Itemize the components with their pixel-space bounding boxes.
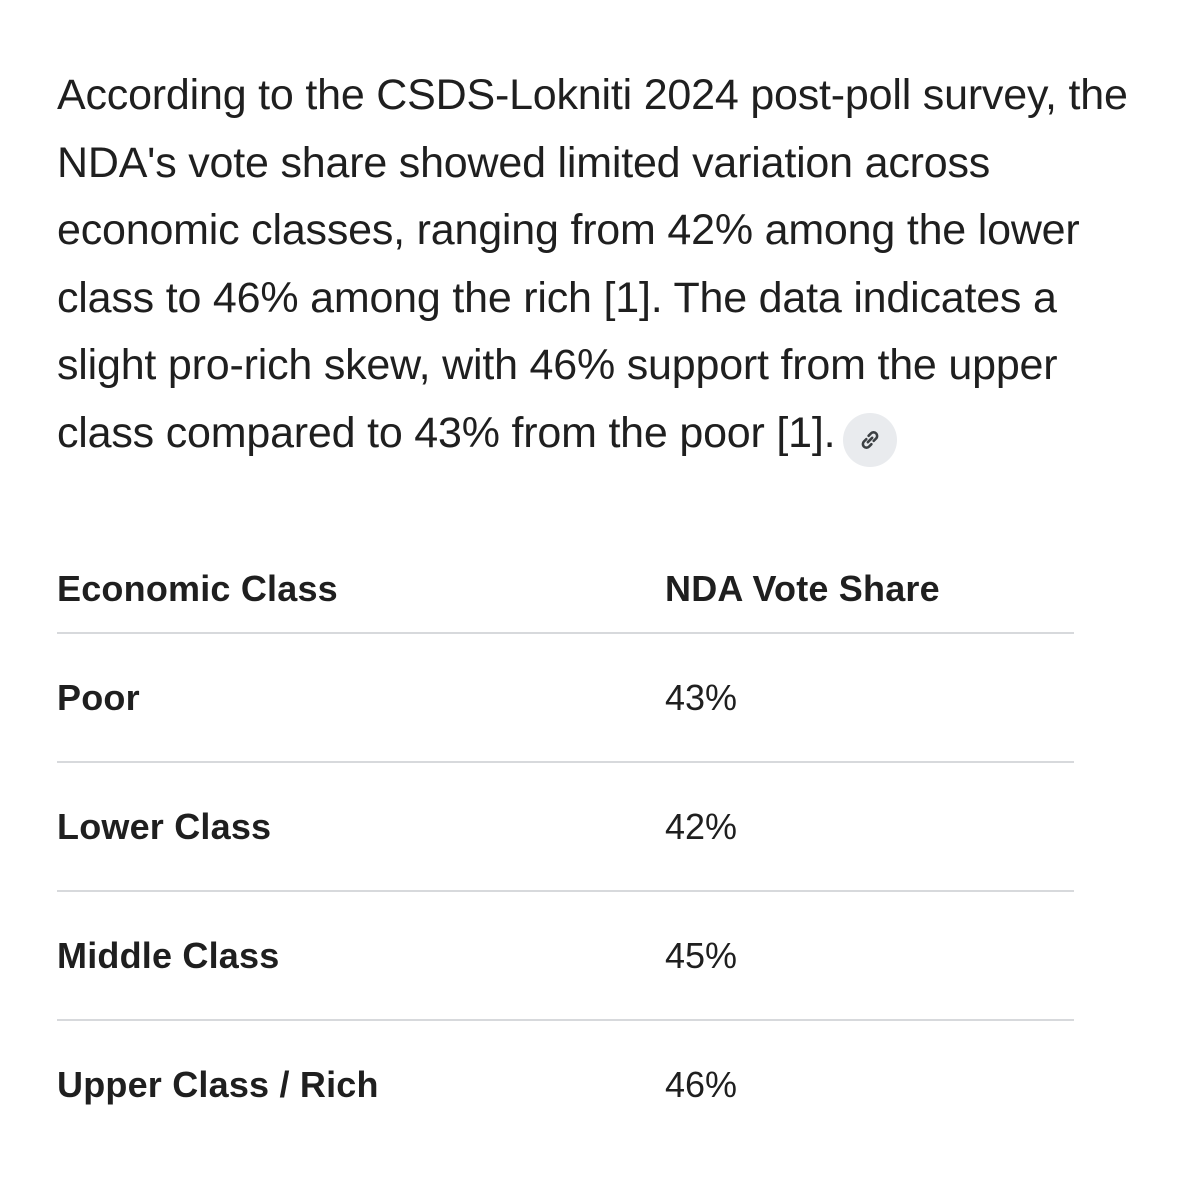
class-cell: Middle Class (57, 891, 665, 1021)
column-header-economic-class: Economic Class (57, 545, 665, 634)
source-link-button[interactable] (843, 412, 898, 467)
table-header-row: Economic Class NDA Vote Share (57, 545, 1074, 634)
response-content: According to the CSDS-Lokniti 2024 post-… (57, 62, 1147, 467)
column-header-nda-vote-share: NDA Vote Share (665, 545, 1074, 634)
class-cell: Upper Class / Rich (57, 1063, 379, 1105)
vote-share-table: Economic Class NDA Vote Share Poor 43% L… (57, 545, 1074, 1148)
vote-share-cell: 46% (665, 1063, 738, 1105)
table-row: Poor 43% (57, 633, 1074, 763)
vote-share-cell: 42% (665, 762, 1074, 892)
table-row: Upper Class / Rich 46% (57, 1020, 1074, 1148)
vote-share-cell: 43% (665, 633, 1074, 763)
class-cell: Lower Class (57, 762, 665, 892)
table-row: Lower Class 42% (57, 762, 1074, 892)
paragraph-text: According to the CSDS-Lokniti 2024 post-… (57, 71, 1128, 457)
link-icon (861, 430, 879, 449)
vote-share-cell: 45% (665, 891, 1074, 1021)
table-row: Middle Class 45% (57, 891, 1074, 1021)
class-cell: Poor (57, 633, 665, 763)
response-paragraph: According to the CSDS-Lokniti 2024 post-… (57, 62, 1147, 467)
